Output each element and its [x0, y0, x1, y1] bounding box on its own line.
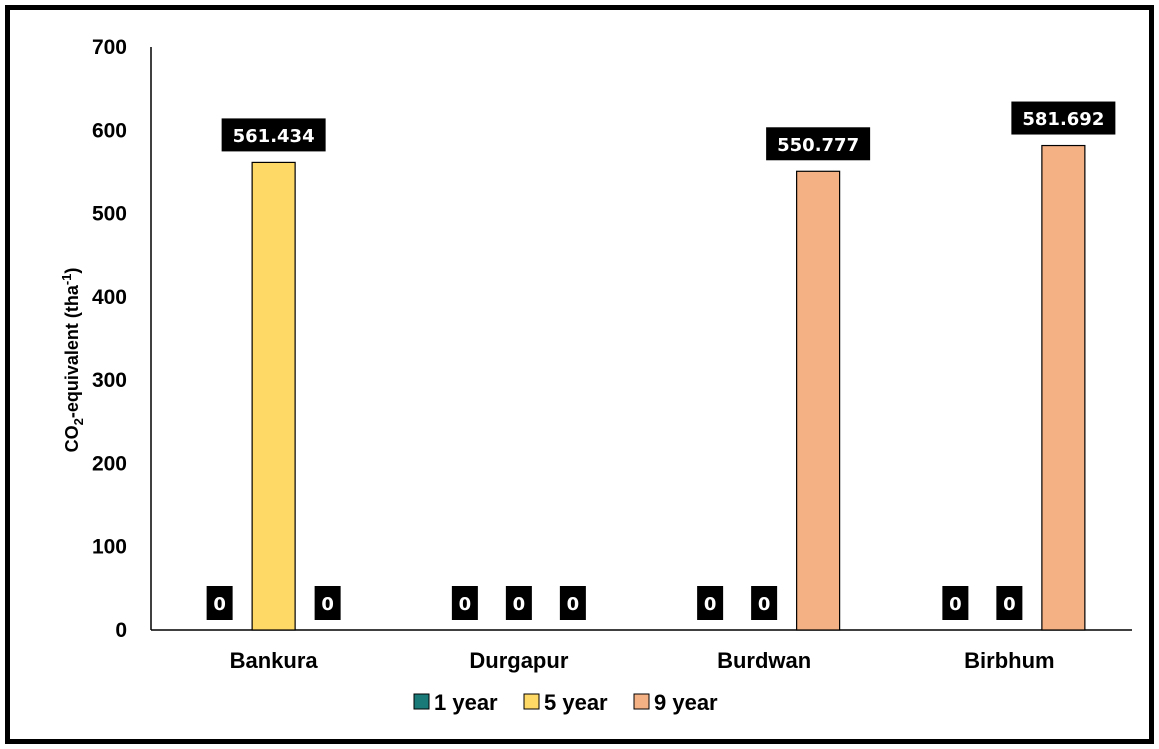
legend-label: 5 year	[544, 690, 608, 715]
y-axis: 0 100 200 300 400 500 600 700	[92, 36, 152, 642]
x-tick-label: Durgapur	[469, 648, 568, 673]
chart-frame: 0 100 200 300 400 500 600 700 Bankura Durgapur Bu…	[5, 5, 1154, 744]
x-axis: Bankura Durgapur Burdwan Birbhum	[151, 629, 1132, 673]
bars-group	[251, 144, 1086, 631]
data-label-box	[221, 118, 326, 152]
data-label-box	[314, 586, 341, 620]
y-axis-label: CO2-equivalent (tha-1)	[59, 268, 86, 453]
y-tick-label: 300	[92, 369, 127, 392]
y-tick-label: 0	[115, 619, 127, 642]
legend-swatch	[413, 693, 430, 710]
data-label: 0	[704, 594, 717, 615]
data-label: 0	[459, 594, 472, 615]
data-label: 0	[1003, 594, 1016, 615]
data-label: 0	[567, 594, 580, 615]
legend-label: 1 year	[434, 690, 498, 715]
y-tick-label: 100	[92, 536, 127, 559]
data-label-box	[751, 586, 778, 620]
data-label: 561.434	[233, 126, 315, 147]
data-label: 0	[949, 594, 962, 615]
y-tick-label: 700	[92, 36, 127, 59]
y-tick-label: 500	[92, 203, 127, 226]
data-label-box	[697, 586, 724, 620]
data-label: 0	[321, 594, 334, 615]
bar-chart: 0 100 200 300 400 500 600 700 Bankura Durgapur Bu…	[59, 36, 1132, 715]
bar	[1041, 144, 1086, 631]
data-label: 550.777	[777, 135, 859, 156]
data-label-box	[206, 586, 233, 620]
data-label: 0	[513, 594, 526, 615]
legend-swatch	[523, 693, 540, 710]
data-label: 0	[213, 594, 226, 615]
legend-swatch	[633, 693, 650, 710]
legend-label: 9 year	[654, 690, 718, 715]
y-tick-label: 600	[92, 119, 127, 142]
bar	[796, 170, 841, 631]
y-tick-label: 200	[92, 452, 127, 475]
data-label-box	[559, 586, 586, 620]
data-label-box	[451, 586, 478, 620]
data-label-box	[766, 127, 871, 161]
bar	[251, 161, 296, 631]
y-tick-label: 400	[92, 286, 127, 309]
legend: 1 year 5 year 9 year	[413, 690, 718, 715]
data-labels-group: 0 561.434 0 0 0 0 0 0 550.777 0 0 581.692	[206, 101, 1116, 620]
data-label-box	[942, 586, 969, 620]
data-label-box	[1011, 101, 1116, 135]
x-tick-label: Birbhum	[964, 648, 1054, 673]
data-label-box	[996, 586, 1023, 620]
x-tick-label: Burdwan	[717, 648, 811, 673]
data-label: 581.692	[1022, 109, 1104, 130]
x-tick-label: Bankura	[230, 648, 319, 673]
data-label: 0	[758, 594, 771, 615]
data-label-box	[505, 586, 532, 620]
